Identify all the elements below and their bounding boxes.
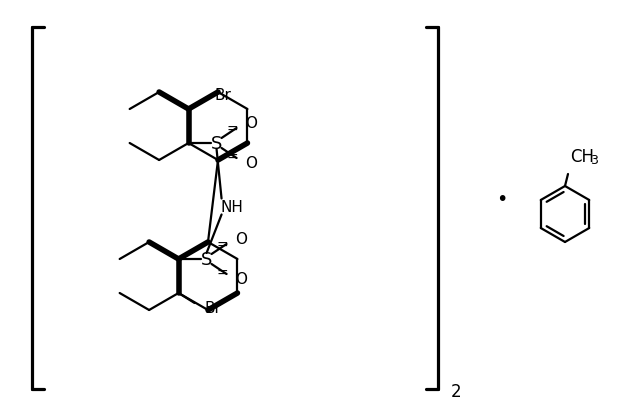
Text: O: O <box>246 116 257 131</box>
Text: Br: Br <box>204 301 221 316</box>
Text: 3: 3 <box>590 154 598 167</box>
Text: =: = <box>217 238 228 252</box>
Text: NH: NH <box>220 200 243 214</box>
Text: O: O <box>236 232 248 247</box>
Text: Br: Br <box>214 87 231 102</box>
Text: •: • <box>496 190 508 209</box>
Text: =: = <box>227 123 238 137</box>
Text: O: O <box>246 156 257 171</box>
Text: 2: 2 <box>451 382 461 400</box>
Text: O: O <box>236 272 248 287</box>
Text: S: S <box>211 135 222 153</box>
Text: =: = <box>227 151 238 164</box>
Text: CH: CH <box>570 148 594 166</box>
Text: =: = <box>217 266 228 280</box>
Text: S: S <box>201 250 212 268</box>
